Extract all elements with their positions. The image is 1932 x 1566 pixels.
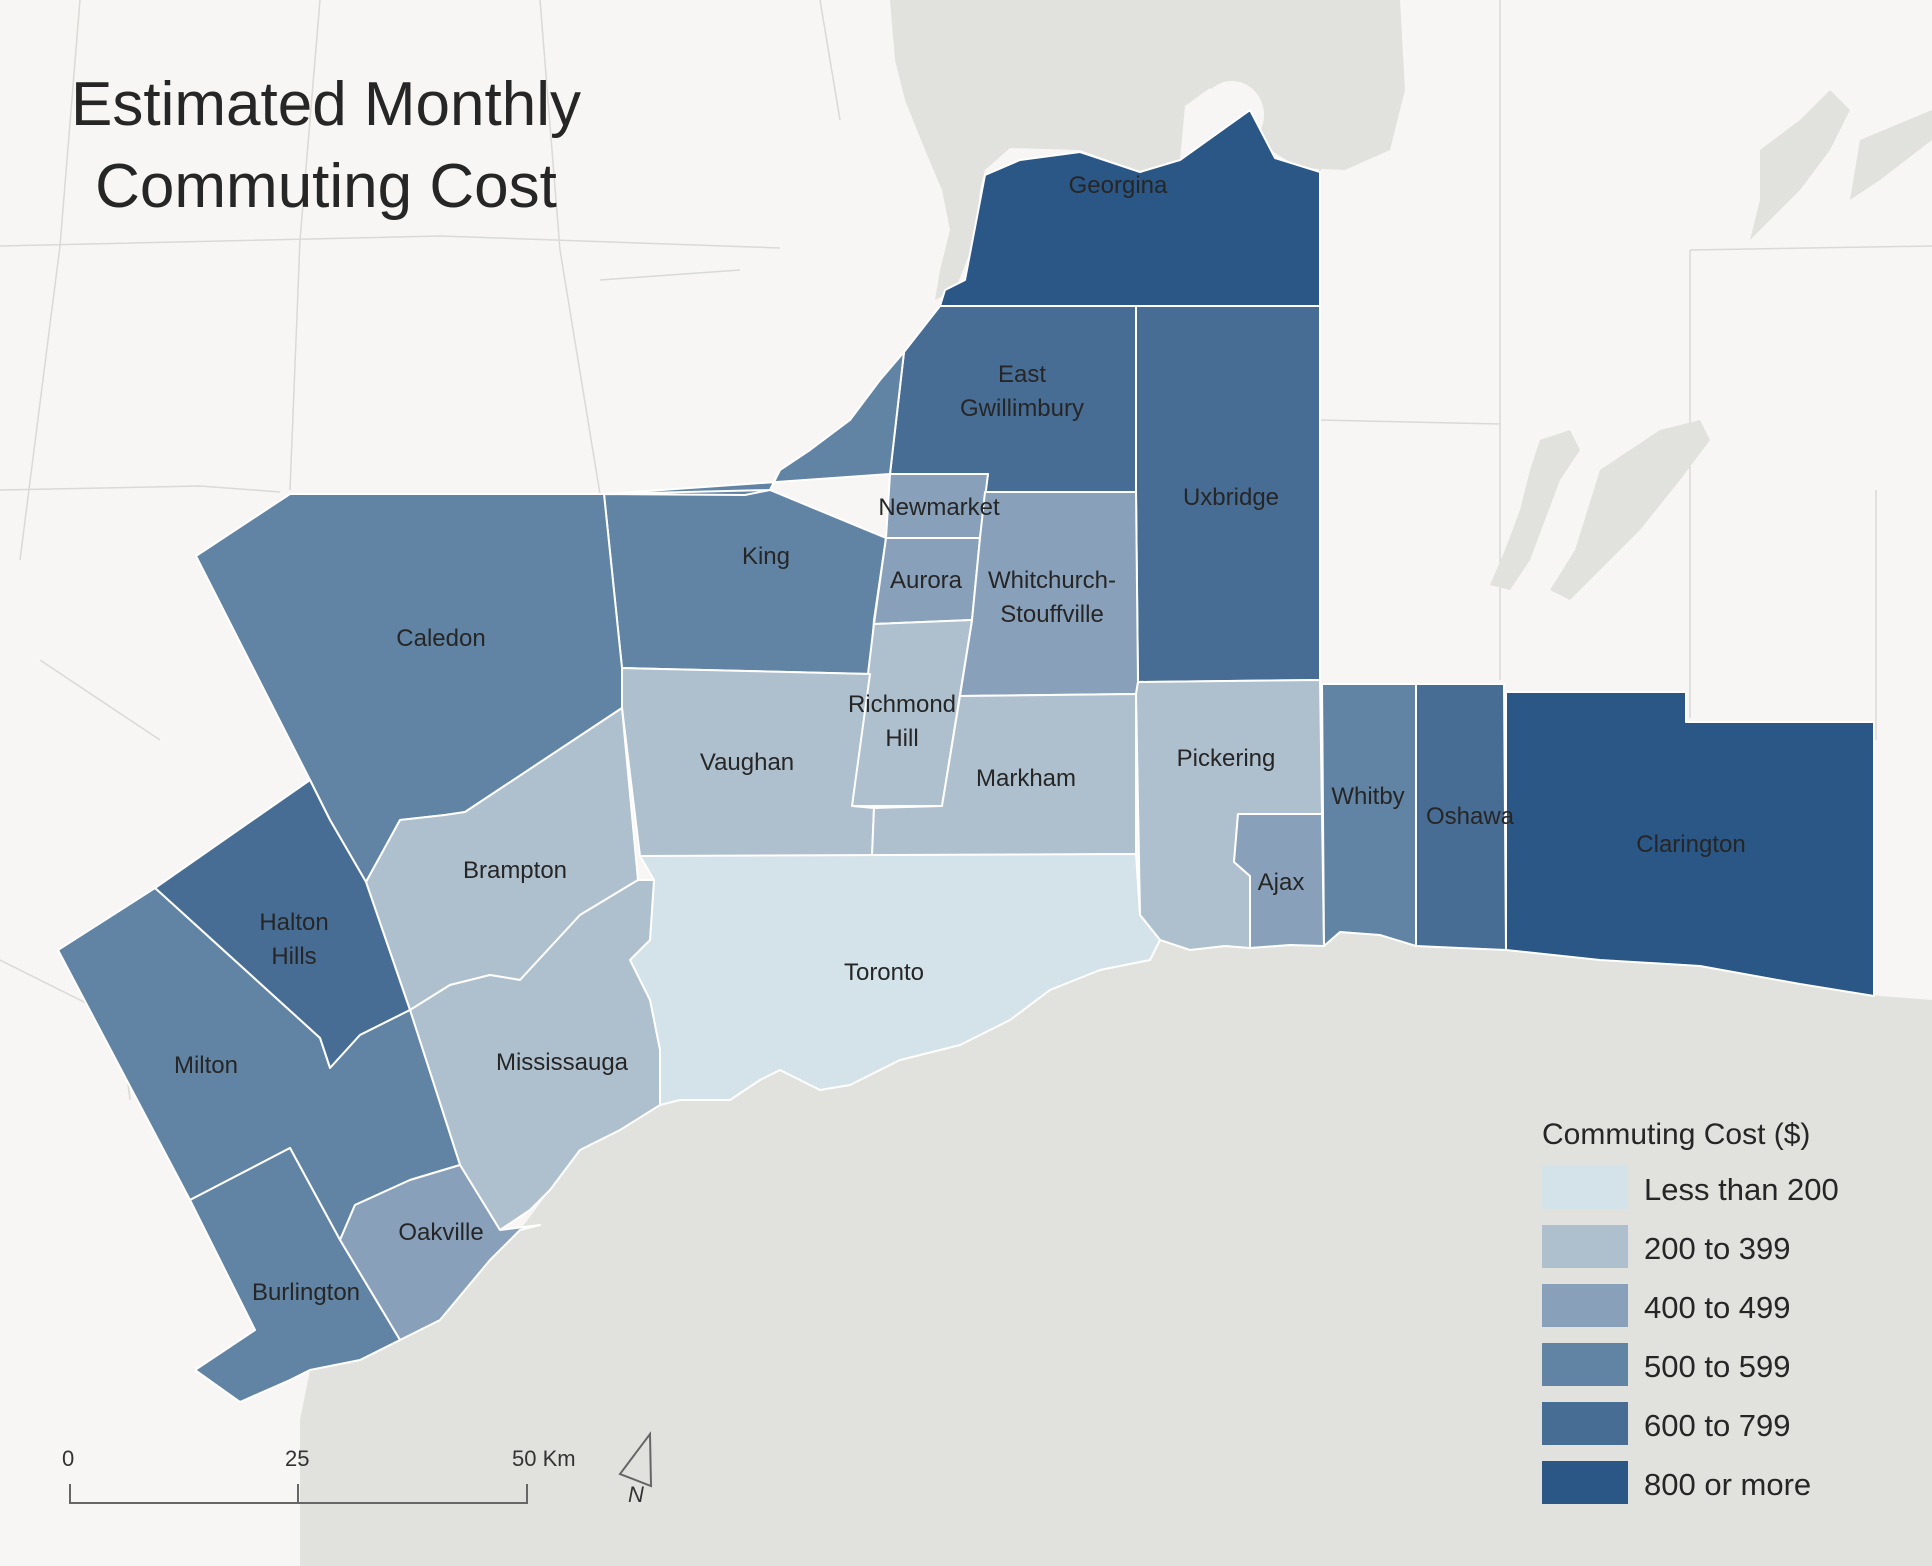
label-aurora: Aurora (890, 567, 963, 594)
label-georgina: Georgina (1069, 172, 1168, 199)
legend-label-800-or-more: 800 or more (1644, 1467, 1811, 1502)
legend-swatch-200-399 (1542, 1225, 1628, 1268)
legend-title: Commuting Cost ($) (1542, 1118, 1810, 1151)
legend-label-400-499: 400 to 499 (1644, 1290, 1791, 1325)
legend-label-500-599: 500 to 599 (1644, 1349, 1791, 1384)
region-burlington[interactable] (189, 1147, 401, 1403)
north-arrow-icon (618, 1431, 653, 1488)
label-toronto: Toronto (844, 959, 924, 986)
region-mississauga[interactable] (409, 879, 661, 1231)
region-whitchurch-stouffville[interactable] (959, 491, 1139, 697)
region-whitby[interactable] (1321, 683, 1417, 947)
label-richmond-hill-line2: Hill (885, 725, 918, 752)
regions-layer (57, 109, 1875, 1403)
title-line1: Estimated Monthly (71, 70, 581, 139)
label-east-gwillimbury-line1: East (998, 361, 1046, 388)
region-georgina[interactable] (939, 109, 1321, 307)
scale-bar: 0 25 50 Km (62, 1446, 576, 1504)
map-title: Estimated Monthly Commuting Cost (71, 70, 581, 221)
northeast-lake (1750, 90, 1932, 240)
scale-bar-line (69, 1484, 528, 1504)
scale-label-50: 50 Km (512, 1446, 576, 1471)
label-whitchurch-line1: Whitchurch- (988, 567, 1116, 594)
label-whitby: Whitby (1331, 783, 1404, 810)
legend-swatch-600-799 (1542, 1402, 1628, 1445)
label-king: King (742, 543, 790, 570)
legend-swatch-800-or-more (1542, 1461, 1628, 1504)
region-clarington[interactable] (1505, 691, 1875, 997)
legend-swatch-500-599 (1542, 1343, 1628, 1386)
title-line2: Commuting Cost (95, 152, 557, 221)
scale-label-25: 25 (285, 1446, 309, 1471)
label-burlington: Burlington (252, 1279, 360, 1306)
region-oshawa[interactable] (1415, 683, 1507, 951)
scale-label-0: 0 (62, 1446, 74, 1471)
label-newmarket: Newmarket (878, 494, 1000, 521)
label-halton-hills-line1: Halton (259, 909, 328, 936)
label-ajax: Ajax (1258, 869, 1305, 896)
label-richmond-hill-line1: Richmond (848, 691, 956, 718)
label-east-gwillimbury-line2: Gwillimbury (960, 395, 1084, 422)
label-markham: Markham (976, 765, 1076, 792)
lake-ontario (300, 932, 1932, 1566)
label-brampton: Brampton (463, 857, 567, 884)
legend-label-600-799: 600 to 799 (1644, 1408, 1791, 1443)
label-vaughan: Vaughan (700, 749, 794, 776)
label-whitchurch-line2: Stouffville (1000, 601, 1104, 628)
label-clarington: Clarington (1636, 831, 1745, 858)
lake-simcoe (890, 0, 1405, 300)
scugog-lake (1490, 420, 1710, 600)
label-mississauga: Mississauga (496, 1049, 629, 1076)
legend-swatch-less-than-200 (1542, 1166, 1628, 1209)
north-arrow-label: N (628, 1482, 644, 1507)
north-arrow: N (618, 1431, 653, 1507)
label-halton-hills-line2: Hills (271, 943, 316, 970)
label-milton: Milton (174, 1052, 238, 1079)
legend: Commuting Cost ($) Less than 200 200 to … (1542, 1118, 1839, 1504)
region-oakville[interactable] (339, 1164, 541, 1341)
label-caledon: Caledon (396, 625, 485, 652)
label-uxbridge: Uxbridge (1183, 484, 1279, 511)
label-oshawa: Oshawa (1426, 803, 1515, 830)
legend-swatch-400-499 (1542, 1284, 1628, 1327)
label-oakville: Oakville (398, 1219, 483, 1246)
legend-label-200-399: 200 to 399 (1644, 1231, 1791, 1266)
region-labels: Georgina East Gwillimbury Uxbridge Newma… (174, 172, 1746, 1306)
label-pickering: Pickering (1177, 745, 1276, 772)
legend-label-less-than-200: Less than 200 (1644, 1172, 1839, 1207)
